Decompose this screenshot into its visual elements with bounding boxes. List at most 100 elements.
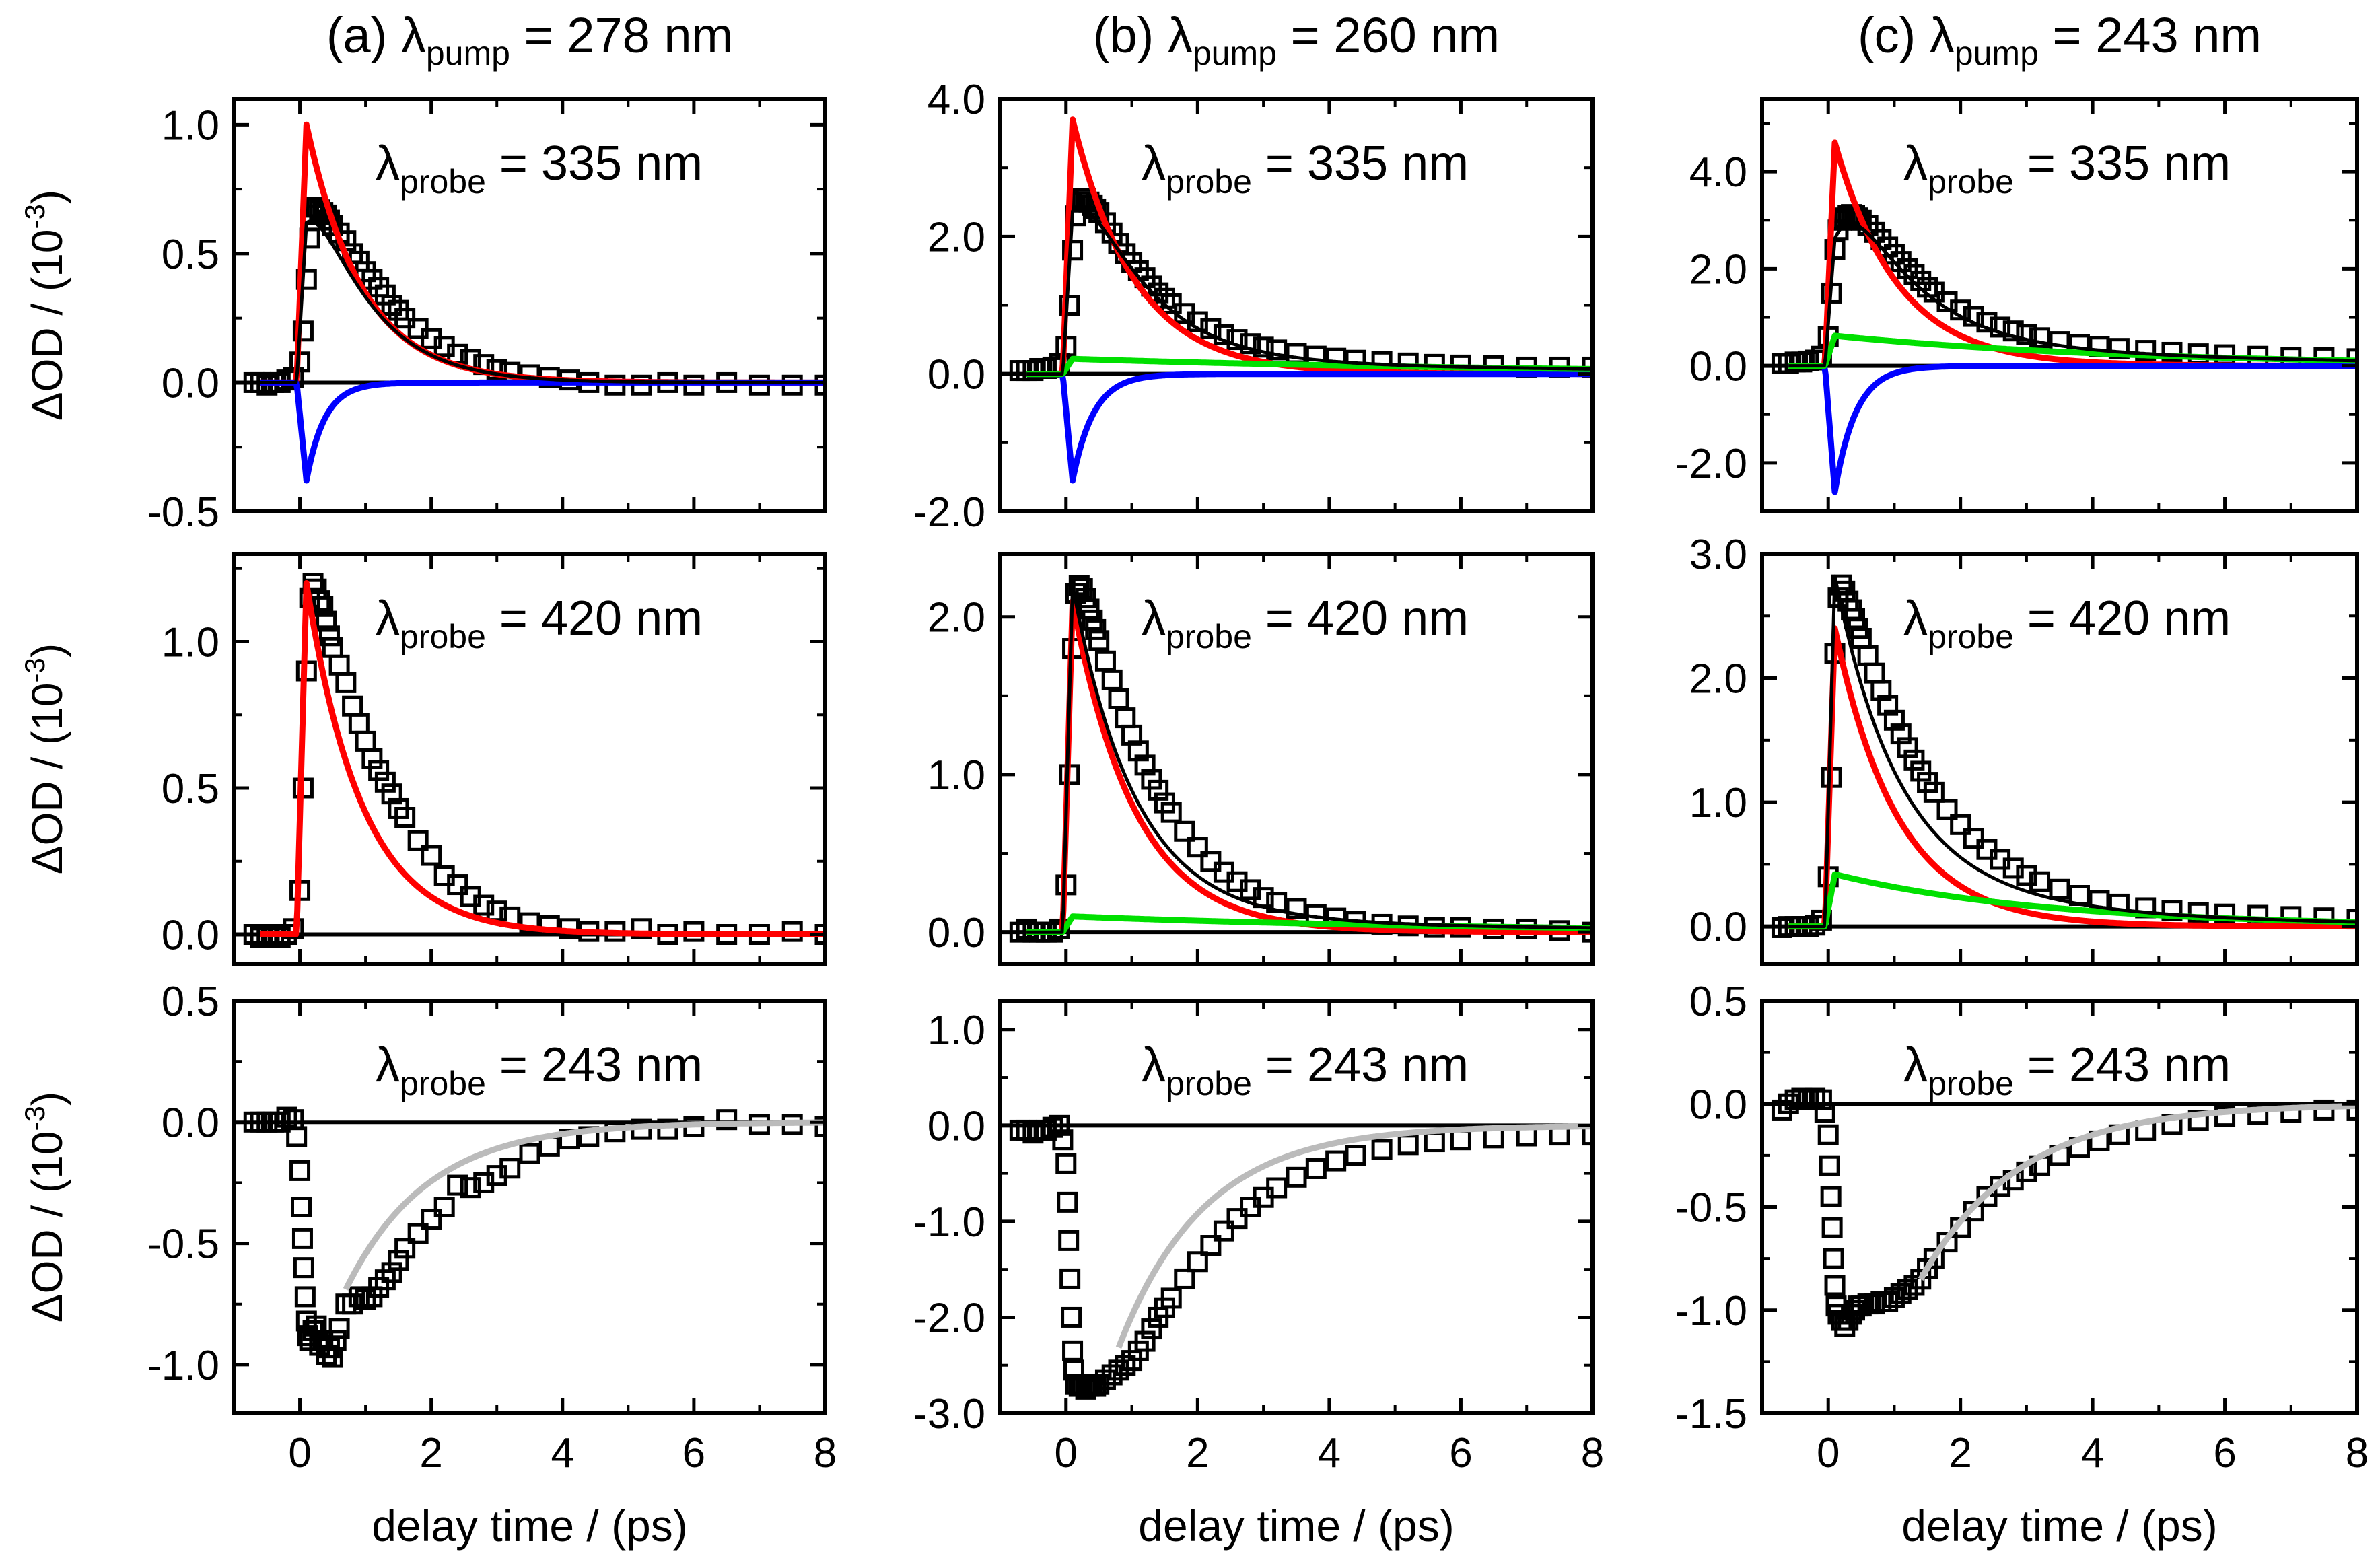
- y-axis-label-main: ΔOD / (10: [23, 683, 71, 875]
- data-point: [1824, 1275, 1846, 1296]
- y-axis-label-main: ΔOD / (10: [23, 229, 71, 421]
- x-axis-label: delay time / (ps): [1901, 1501, 2217, 1551]
- fit-curve-gray: [343, 1119, 825, 1291]
- data-point: [1213, 1220, 1234, 1242]
- y-axis-label: ΔOD / (10-3): [19, 1092, 71, 1322]
- y-tick-label: 2.0: [928, 595, 985, 641]
- y-axis-label-exponent: -3: [19, 204, 50, 229]
- data-point: [1823, 1248, 1844, 1269]
- column-title: (c) λpump = 243 nm: [1858, 7, 2262, 72]
- data-point: [292, 320, 314, 342]
- data-point: [291, 1197, 312, 1217]
- data-point: [276, 1106, 298, 1128]
- probe-lambda: λ: [376, 592, 400, 645]
- y-tick-label: 0.0: [928, 910, 985, 956]
- data-point: [394, 1238, 416, 1259]
- data-point: [1821, 1217, 1843, 1238]
- y-tick-label: 0.0: [162, 360, 219, 406]
- y-axis-label-text: ΔOD / (10-3): [19, 190, 71, 421]
- x-tick-label: 8: [814, 1430, 837, 1477]
- fit-curve-black-total: [260, 219, 825, 384]
- x-tick-label: 0: [1817, 1430, 1840, 1477]
- y-tick-label: 4.0: [928, 77, 985, 123]
- panel: 0 2 4 6 8 -1.5 -1.0 -0.5 0.0 0.5 λprobe = 243 nm: [1675, 979, 2369, 1477]
- data-point: [1397, 1134, 1419, 1156]
- data-point: [1897, 737, 1918, 758]
- y-axis-label-text: ΔOD / (10-3): [19, 643, 71, 874]
- data-point: [1910, 760, 1932, 782]
- data-point: [348, 1286, 370, 1308]
- data-point: [2029, 327, 2051, 349]
- x-tick-label: 0: [288, 1430, 311, 1477]
- panel-frame: [232, 552, 827, 966]
- probe-label: λprobe = 335 nm: [1142, 137, 1469, 201]
- data-point: [1857, 645, 1879, 666]
- column-title-letter: (a) λ: [326, 7, 426, 63]
- probe-label: λprobe = 420 nm: [1142, 592, 1469, 655]
- fit-curves: [1786, 139, 2357, 495]
- y-tick-label: 1.0: [1689, 780, 1747, 826]
- pump-subscript: pump: [426, 34, 510, 72]
- column-title-letter: (b) λ: [1093, 7, 1193, 63]
- probe-lambda: λ: [1142, 1038, 1166, 1092]
- data-point: [1266, 1177, 1288, 1199]
- data-point: [1883, 709, 1905, 731]
- data-point: [631, 918, 652, 939]
- probe-lambda: λ: [1903, 1038, 1928, 1092]
- fit-curves: [1786, 574, 2357, 930]
- data-point: [381, 1262, 403, 1283]
- data-point: [2029, 871, 2051, 892]
- y-axis-label-close: ): [23, 1092, 71, 1106]
- fit-curve-blue: [1024, 371, 1593, 484]
- data-points: [1009, 188, 1593, 382]
- fit-curves: [258, 580, 825, 937]
- data-point: [1976, 312, 1998, 333]
- probe-value: = 420 nm: [1252, 592, 1469, 645]
- y-axis-label: ΔOD / (10-3): [19, 190, 71, 421]
- probe-value: = 335 nm: [2014, 137, 2231, 190]
- data-point: [1058, 1230, 1080, 1251]
- data-point: [318, 625, 340, 647]
- y-tick-label: 2.0: [1689, 656, 1747, 703]
- data-point: [368, 760, 390, 781]
- data-point: [1160, 802, 1182, 823]
- y-tick-label: -1.5: [1675, 1391, 1747, 1437]
- data-point: [1923, 1248, 1945, 1269]
- fit-curves: [1918, 1102, 2357, 1281]
- data-point: [374, 771, 396, 793]
- data-point: [269, 1111, 291, 1133]
- data-point: [1814, 1102, 1835, 1123]
- data-point: [335, 672, 357, 693]
- data-point: [1877, 695, 1899, 716]
- data-point: [2247, 1104, 2269, 1125]
- probe-value: = 420 nm: [486, 592, 703, 645]
- data-point: [1325, 1150, 1347, 1172]
- data-point: [1844, 1300, 1866, 1321]
- x-tick-label: 6: [1449, 1430, 1472, 1477]
- data-point: [1200, 851, 1222, 872]
- data-point: [286, 1126, 308, 1147]
- data-point: [2049, 878, 2070, 900]
- y-axis-label-close: ): [23, 190, 71, 204]
- data-point: [1286, 898, 1307, 919]
- data-point: [1811, 1089, 1832, 1110]
- column-title-value: = 278 nm: [510, 7, 733, 63]
- data-point: [1141, 769, 1162, 790]
- y-tick-label: 4.0: [1689, 149, 1747, 196]
- fit-curve-gray: [1115, 1123, 1593, 1349]
- data-point: [1148, 282, 1169, 304]
- panel: 0 2 4 6 8 -3.0 -2.0 -1.0 0.0 1.0 λprobe = 243 nm: [913, 999, 1604, 1477]
- data-point: [1062, 240, 1084, 261]
- data-point: [2016, 865, 2037, 886]
- fit-curves: [1115, 1123, 1593, 1349]
- data-point: [1240, 333, 1261, 355]
- data-point: [2135, 340, 2157, 361]
- data-point: [1963, 306, 1984, 327]
- data-point: [1174, 820, 1195, 842]
- panel-frame: [998, 999, 1595, 1415]
- x-tick-label: 2: [419, 1430, 442, 1477]
- fit-curves: [343, 1119, 825, 1291]
- data-point: [1115, 707, 1136, 729]
- x-tick-label: 4: [1318, 1430, 1341, 1477]
- panel: 0.0 0.5 1.0 λprobe = 420 nm: [162, 552, 827, 966]
